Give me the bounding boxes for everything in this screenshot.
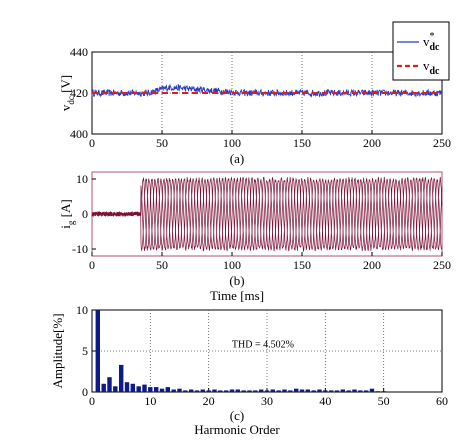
panel-b-y-tick-label: -10: [72, 242, 88, 256]
panel-a-x-tick-label: 200: [363, 136, 381, 150]
legend-entry-label: vdc: [423, 58, 440, 77]
panel-b-x-tick-label: 100: [223, 258, 241, 272]
harmonic-bar: [183, 390, 188, 392]
panel-b-ylabel-text: ig [A]: [58, 199, 76, 228]
harmonic-bar: [294, 388, 299, 392]
harmonic-bar: [364, 390, 369, 392]
harmonic-bar: [253, 390, 258, 392]
harmonic-bar: [224, 390, 229, 392]
harmonic-bar: [311, 390, 316, 392]
panel-c-x-tick-label: 10: [144, 394, 156, 408]
harmonic-bar: [317, 389, 322, 392]
panel-a-ylabel: vdc [V]: [58, 75, 76, 111]
harmonic-bar: [247, 390, 252, 392]
harmonic-bar: [270, 389, 275, 392]
panel-c-x-tick-label: 20: [203, 394, 215, 408]
panel-b-xlabel: Time [ms]: [210, 288, 264, 303]
legend-entry-label: v* dc: [423, 31, 440, 53]
harmonic-bar: [229, 389, 235, 392]
panel-c-y-tick-label: 10: [76, 303, 88, 317]
harmonic-bar: [194, 390, 200, 392]
panel-b-ylabel: ig [A]: [58, 199, 76, 228]
harmonic-bar: [305, 389, 310, 392]
panel-c-y-tick-label: 5: [82, 344, 88, 358]
harmonic-bar: [200, 389, 205, 392]
panel-c-x-tick-label: 50: [378, 394, 390, 408]
harmonic-bar: [107, 377, 112, 392]
harmonic-bar: [95, 310, 100, 392]
harmonic-bar: [189, 389, 194, 392]
harmonic-bar: [235, 389, 240, 392]
panel-a-label: (a): [230, 151, 244, 166]
harmonic-bar: [136, 386, 141, 392]
panel-b-x-tick-label: 250: [433, 258, 451, 272]
harmonic-bar: [375, 391, 380, 392]
series-ig-phase-1: [91, 176, 443, 252]
panel-c-xlabel: Harmonic Order: [194, 422, 280, 437]
thd-annotation: THD = 4.502%: [232, 340, 294, 351]
harmonic-bar: [206, 390, 211, 392]
legend-box: [392, 21, 450, 81]
panel-b-x-tick-label: 200: [363, 258, 381, 272]
harmonic-bar: [352, 389, 357, 392]
harmonic-bar: [323, 390, 328, 392]
panel-c-x-tick-label: 40: [319, 394, 331, 408]
panel-a-x-tick-label: 0: [89, 136, 95, 150]
harmonic-bar: [177, 388, 182, 392]
series-ig-phase-2: [91, 176, 443, 253]
panel-c-ylabel: Amplitude[%]: [50, 313, 65, 388]
panel-a-x-tick-label: 50: [156, 136, 168, 150]
panel-c-x-tick-label: 0: [89, 394, 95, 408]
harmonic-bar: [142, 384, 147, 392]
panel-b-x-tick-label: 50: [156, 258, 168, 272]
harmonic-bar: [334, 390, 340, 392]
series-ig-phase-3: [91, 176, 443, 252]
harmonic-bar: [276, 390, 281, 392]
harmonic-bar: [259, 389, 264, 392]
panel-b-x-tick-label: 150: [293, 258, 311, 272]
harmonic-bar: [119, 364, 124, 392]
harmonic-bar: [218, 390, 223, 392]
harmonic-bar: [124, 382, 130, 392]
panel-a-y-tick-label: 420: [70, 86, 88, 100]
harmonic-bar: [101, 383, 106, 392]
harmonic-bar: [241, 390, 246, 392]
harmonic-bar: [165, 387, 170, 392]
harmonic-bar: [340, 389, 345, 392]
harmonic-bar: [358, 390, 363, 392]
panel-a-x-tick-label: 150: [293, 136, 311, 150]
harmonic-bar: [159, 388, 165, 392]
harmonic-bar: [113, 386, 118, 392]
harmonic-bar: [212, 389, 217, 392]
panel-c-ylabel-text: Amplitude[%]: [50, 313, 65, 388]
harmonic-bar: [299, 389, 305, 392]
harmonic-bar: [329, 390, 334, 392]
panel-a-y-tick-label: 440: [70, 45, 88, 59]
harmonic-bar: [282, 389, 287, 392]
harmonic-bar: [154, 387, 159, 392]
harmonic-bar: [171, 389, 176, 392]
panel-c-x-tick-label: 60: [436, 394, 448, 408]
harmonic-bar: [264, 390, 270, 392]
panel-a-x-tick-label: 100: [223, 136, 241, 150]
harmonic-bar: [346, 390, 351, 392]
panel-a-x-tick-label: 250: [433, 136, 451, 150]
harmonic-bar: [288, 390, 293, 392]
harmonic-bar: [381, 391, 386, 392]
panel-b-label: (b): [229, 273, 244, 288]
panel-c-label: (c): [230, 408, 244, 423]
panel-b-y-tick-label: 10: [76, 172, 88, 186]
panel-c-x-tick-label: 30: [261, 394, 273, 408]
harmonic-bar: [148, 387, 153, 392]
harmonic-bar: [369, 388, 375, 392]
panel-b-x-tick-label: 0: [89, 258, 95, 272]
panel-c-y-tick-label: 0: [82, 385, 88, 399]
panel-a-ylabel-text: vdc [V]: [58, 75, 76, 111]
harmonic-bar: [130, 383, 135, 392]
panel-b-y-tick-label: 0: [82, 207, 88, 221]
panel-a-y-tick-label: 400: [70, 127, 88, 141]
